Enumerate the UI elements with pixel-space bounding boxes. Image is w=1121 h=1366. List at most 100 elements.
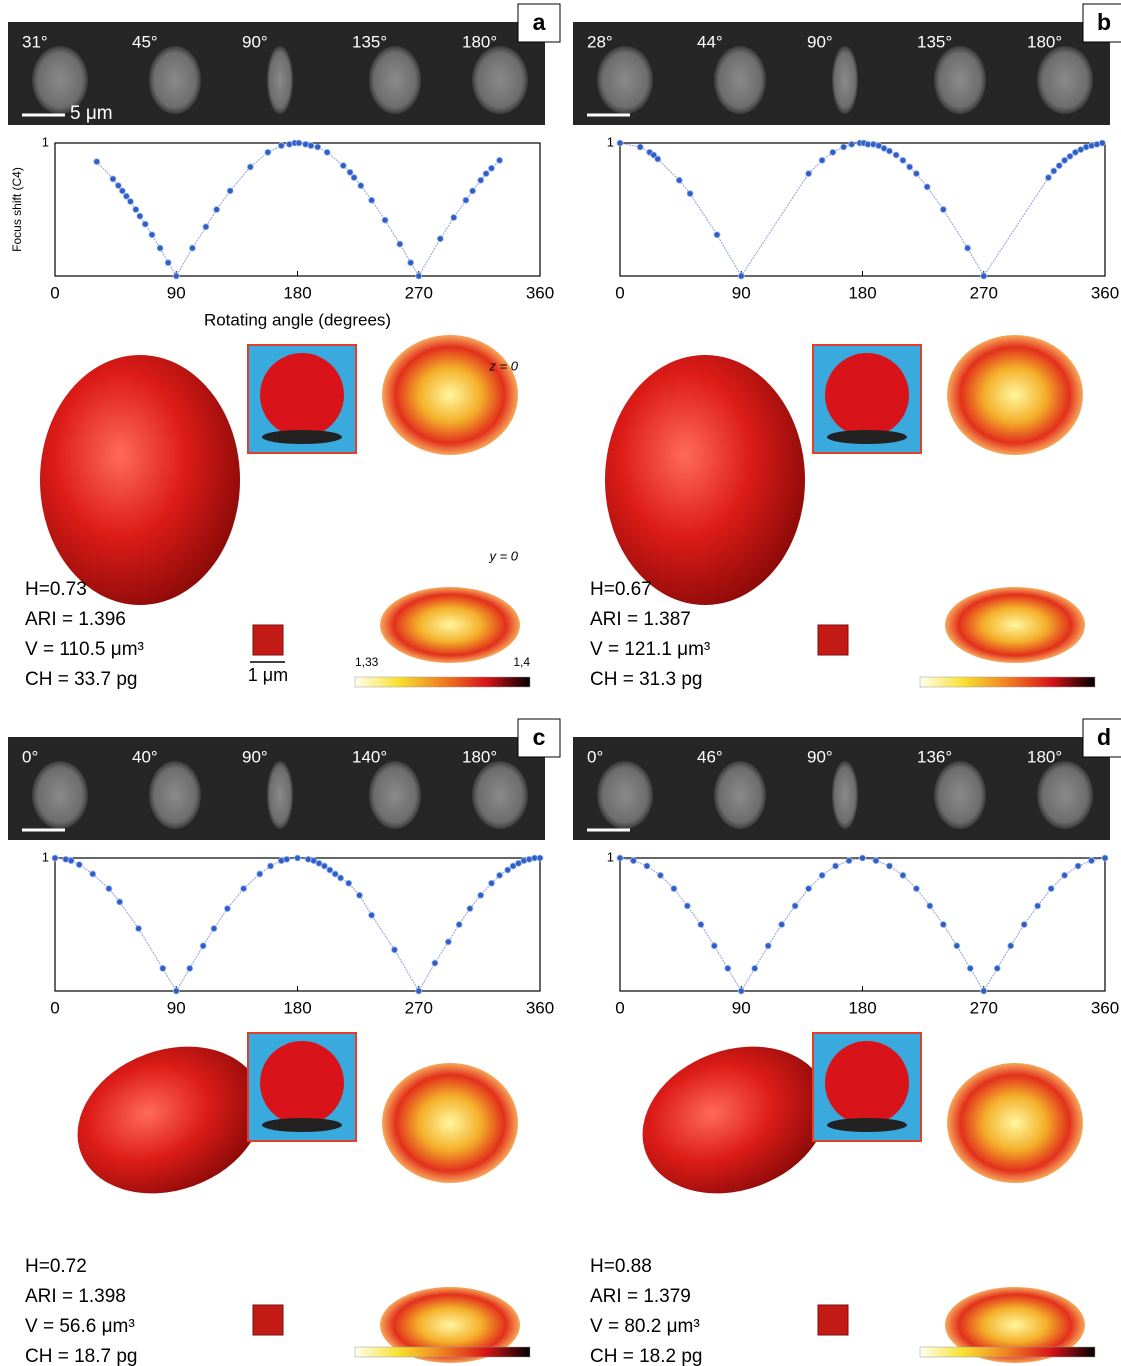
colorbar-label: 1,4 xyxy=(513,655,530,669)
cell-image xyxy=(149,46,201,114)
data-point xyxy=(356,892,362,898)
data-point xyxy=(698,922,704,928)
panel-label: c xyxy=(533,724,546,750)
data-point xyxy=(1021,922,1027,928)
data-point xyxy=(247,164,253,170)
stat-label: ARI = 1.387 xyxy=(590,609,691,630)
data-point xyxy=(907,164,913,170)
data-point xyxy=(819,157,825,163)
figure: 31°45°90°135°180°5 μma0901802703601Focus… xyxy=(0,0,1121,1366)
data-point xyxy=(203,224,209,230)
data-point xyxy=(886,863,892,869)
data-point xyxy=(94,159,100,165)
data-point xyxy=(321,863,327,869)
x-tick-label: 90 xyxy=(167,998,186,1017)
panel: 0°40°90°140°180°c0901802703601H=0.72ARI … xyxy=(8,719,560,1366)
data-point xyxy=(1089,858,1095,864)
data-point xyxy=(308,143,314,149)
data-point xyxy=(173,273,179,279)
x-tick-label: 360 xyxy=(1091,283,1119,302)
data-point xyxy=(432,960,438,966)
data-point xyxy=(123,193,129,199)
panel-label: a xyxy=(533,9,546,35)
angle-label: 180° xyxy=(1027,32,1062,51)
data-point xyxy=(617,855,623,861)
stat-label: V = 56.6 μm³ xyxy=(25,1316,135,1337)
y-axis-label: Focus shift (C4) xyxy=(10,167,24,252)
stat-label: H=0.72 xyxy=(25,1256,87,1277)
data-point xyxy=(806,886,812,892)
angle-label: 135° xyxy=(917,32,952,51)
data-point xyxy=(416,988,422,994)
data-point xyxy=(369,912,375,918)
data-point xyxy=(489,880,495,886)
y-tick-label: 1 xyxy=(42,849,49,864)
model-base xyxy=(827,1118,907,1132)
data-point xyxy=(358,183,364,189)
data-point xyxy=(408,260,414,266)
cell-image xyxy=(267,46,293,114)
slice-z xyxy=(382,335,518,455)
data-point xyxy=(142,221,148,227)
data-point xyxy=(711,943,717,949)
data-point xyxy=(637,144,643,150)
data-point xyxy=(505,867,511,873)
colorbar xyxy=(920,677,1095,687)
data-point xyxy=(940,207,946,213)
slice-z xyxy=(382,1063,518,1183)
data-point xyxy=(676,177,682,183)
y-tick-label: 1 xyxy=(42,134,49,149)
cube-label: 1 μm xyxy=(248,665,288,685)
data-point xyxy=(106,886,112,892)
scale-cube xyxy=(253,625,283,655)
data-point xyxy=(965,245,971,251)
cell-image xyxy=(1037,46,1093,114)
stat-label: V = 121.1 μm³ xyxy=(590,639,710,660)
data-point xyxy=(833,863,839,869)
cell-image xyxy=(1037,761,1093,829)
angle-label: 0° xyxy=(22,747,38,766)
cell-image xyxy=(832,46,858,114)
angle-label: 0° xyxy=(587,747,603,766)
printed-model xyxy=(260,353,344,437)
panel-label: d xyxy=(1097,724,1111,750)
scale-cube xyxy=(253,1305,283,1335)
data-point xyxy=(752,965,758,971)
data-point xyxy=(224,906,230,912)
x-tick-label: 90 xyxy=(167,283,186,302)
data-point xyxy=(470,188,476,194)
printed-model xyxy=(825,353,909,437)
data-point xyxy=(467,906,473,912)
data-point xyxy=(76,862,82,868)
x-tick-label: 0 xyxy=(50,283,59,302)
data-point xyxy=(295,855,301,861)
x-tick-label: 270 xyxy=(405,283,433,302)
angle-label: 135° xyxy=(352,32,387,51)
data-point xyxy=(738,988,744,994)
data-point xyxy=(738,273,744,279)
data-point xyxy=(714,232,720,238)
data-point xyxy=(133,207,139,213)
data-point xyxy=(90,871,96,877)
data-point xyxy=(173,988,179,994)
data-point xyxy=(149,232,155,238)
data-point xyxy=(1062,157,1068,163)
data-point xyxy=(478,177,484,183)
data-point xyxy=(265,149,271,155)
angle-label: 136° xyxy=(917,747,952,766)
data-point xyxy=(1099,140,1105,146)
data-point xyxy=(157,245,163,251)
x-tick-label: 90 xyxy=(732,998,751,1017)
slice-z xyxy=(947,1063,1083,1183)
data-point xyxy=(886,148,892,154)
data-point xyxy=(1048,886,1054,892)
cell-image xyxy=(597,761,653,829)
data-point xyxy=(117,899,123,905)
cell-image xyxy=(369,761,421,829)
angle-label: 28° xyxy=(587,32,613,51)
data-point xyxy=(630,858,636,864)
data-point xyxy=(68,858,74,864)
slice-label: y = 0 xyxy=(488,548,518,563)
data-point xyxy=(315,144,321,150)
x-tick-label: 270 xyxy=(970,283,998,302)
